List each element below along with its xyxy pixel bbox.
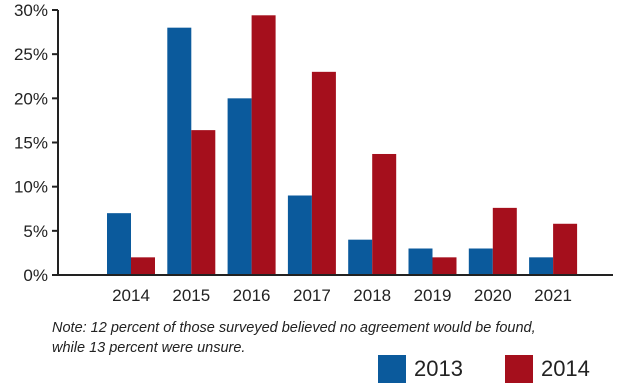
y-tick-label: 5% bbox=[23, 222, 48, 241]
y-axis-ticks: 0% 5% 10% 15% 20% 25% 30% bbox=[14, 1, 58, 285]
bar-2014-2021 bbox=[553, 223, 578, 275]
bar-2014-2015 bbox=[191, 130, 216, 275]
legend-swatch-2014 bbox=[504, 355, 533, 383]
legend-item-2013: 2013 bbox=[378, 355, 463, 383]
y-tick-label: 20% bbox=[14, 89, 48, 108]
bar-2013-2017 bbox=[287, 195, 312, 275]
y-tick-label: 10% bbox=[14, 178, 48, 197]
bar-2014-2019 bbox=[432, 257, 457, 275]
y-tick-label: 30% bbox=[14, 1, 48, 20]
y-tick-label: 0% bbox=[23, 266, 48, 285]
legend-label-2013: 2013 bbox=[414, 356, 463, 381]
bar-2013-2014 bbox=[107, 213, 131, 275]
legend-swatch-2013 bbox=[378, 355, 406, 383]
bar-2014-2017 bbox=[311, 71, 336, 275]
y-tick-label: 25% bbox=[14, 45, 48, 64]
bar-chart: 0% 5% 10% 15% 20% 25% 30% 2014 2015 2016 2017 2018… bbox=[14, 1, 613, 305]
legend-item-2014: 2014 bbox=[504, 355, 590, 383]
y-tick-label: 15% bbox=[14, 134, 48, 153]
x-tick-label: 2019 bbox=[414, 286, 452, 305]
x-tick-label: 2018 bbox=[353, 286, 391, 305]
bar-2014-2018 bbox=[372, 153, 397, 275]
x-tick-label: 2015 bbox=[172, 286, 210, 305]
x-tick-label: 2021 bbox=[534, 286, 572, 305]
x-tick-label: 2020 bbox=[474, 286, 512, 305]
bars bbox=[107, 15, 578, 276]
chart-note-line-1: Note: 12 percent of those surveyed belie… bbox=[52, 320, 536, 336]
bar-2014-2016 bbox=[251, 15, 276, 276]
bar-2013-2019 bbox=[408, 248, 433, 275]
bar-2014-2014 bbox=[131, 257, 155, 275]
x-tick-label: 2014 bbox=[112, 286, 150, 305]
x-tick-label: 2017 bbox=[293, 286, 331, 305]
chart-note: Note: 12 percent of those surveyed belie… bbox=[52, 318, 622, 358]
bar-2013-2016 bbox=[227, 98, 252, 275]
legend-label-2014: 2014 bbox=[540, 356, 590, 381]
bar-2013-2015 bbox=[167, 27, 192, 275]
bar-2013-2018 bbox=[348, 239, 373, 275]
chart-note-line-2: while 13 percent were unsure. bbox=[52, 340, 246, 356]
bar-2013-2021 bbox=[529, 257, 554, 275]
x-axis-ticks: 2014 2015 2016 2017 2018 2019 2020 2021 bbox=[112, 286, 572, 305]
bar-2013-2020 bbox=[468, 248, 493, 275]
x-tick-label: 2016 bbox=[233, 286, 271, 305]
bar-2014-2020 bbox=[492, 207, 517, 275]
legend: 2013 2014 bbox=[378, 355, 590, 383]
